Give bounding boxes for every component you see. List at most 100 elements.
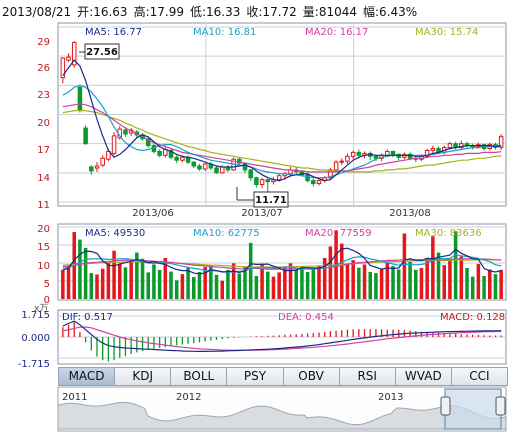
volume-bar xyxy=(374,273,378,299)
price-ma5-label: MA5: 16.77 xyxy=(85,27,142,38)
vol-ma5-label: MA5: 49530 xyxy=(85,228,145,239)
macd-dif-label: DIF: 0.517 xyxy=(62,312,113,323)
macd-tick-label: 0.000 xyxy=(21,333,50,344)
volume-bar xyxy=(112,250,116,299)
volume-bar xyxy=(186,267,190,299)
candle-body xyxy=(100,157,105,166)
macd-dea-label: DEA: 0.454 xyxy=(278,312,334,323)
volume-bar xyxy=(470,276,475,299)
volume-layer xyxy=(61,230,503,299)
volume-bar xyxy=(379,269,384,299)
quote-header: 2013/08/21 开:16.63 高:17.99 低:16.33 收:17.72 量:… xyxy=(2,3,423,20)
volume-bar xyxy=(357,267,361,299)
volume-bar xyxy=(231,263,236,299)
candle-body xyxy=(237,158,242,164)
price-tick-label: 11 xyxy=(37,200,50,211)
navigator-right-handle[interactable] xyxy=(495,396,506,416)
price-ma10-label: MA10: 16.81 xyxy=(193,27,256,38)
tab-psy[interactable]: PSY xyxy=(227,368,284,385)
volume-bar xyxy=(283,267,287,299)
navigator-left-handle[interactable] xyxy=(440,396,451,416)
candle-body xyxy=(350,151,356,157)
volume-bar xyxy=(465,268,469,299)
volume-bar xyxy=(288,263,293,299)
price-tick-label: 14 xyxy=(37,173,50,184)
volume-bar xyxy=(305,272,310,299)
volume-bar xyxy=(83,247,88,299)
price-tick-label: 29 xyxy=(37,37,50,48)
volume-bar xyxy=(448,260,452,299)
navigator-selection[interactable] xyxy=(444,388,502,430)
macd-dea-line xyxy=(62,326,502,351)
volume-bar xyxy=(351,260,355,299)
volume-bar xyxy=(146,272,150,299)
candle-body xyxy=(214,167,219,174)
volume-bar xyxy=(100,268,105,299)
volume-bar xyxy=(419,268,424,299)
candle-body xyxy=(276,175,282,181)
volume-bar xyxy=(493,274,498,299)
indicator-tabs: MACD KDJ BOLL PSY OBV RSI WVAD CCI xyxy=(58,367,508,386)
volume-bar xyxy=(226,269,230,299)
volume-bar xyxy=(300,265,304,299)
candle-body xyxy=(89,166,94,172)
quote-date: 2013/08/21 xyxy=(2,5,72,19)
price-tick-label: 20 xyxy=(37,118,50,129)
tab-kdj[interactable]: KDJ xyxy=(115,368,172,385)
candle-body xyxy=(94,165,100,169)
price-ma5-line xyxy=(62,59,502,182)
volume-bar xyxy=(180,274,185,299)
high-price-callout: 27.56 xyxy=(79,43,120,60)
volume-bar xyxy=(408,261,412,299)
vol-tick-label: 0 xyxy=(44,295,50,306)
volume-bar xyxy=(203,266,207,299)
candle-body xyxy=(191,161,197,167)
volume-bar xyxy=(61,269,65,299)
volume-bar xyxy=(169,271,173,299)
price-ma30-line xyxy=(62,109,502,173)
volume-bar xyxy=(174,280,179,299)
volume-bar xyxy=(123,267,128,299)
tab-macd[interactable]: MACD xyxy=(59,368,116,385)
low-price-callout: 11.71 xyxy=(236,187,289,208)
candle-body xyxy=(305,174,310,182)
volume-bar xyxy=(476,264,481,299)
vol-unit-label: x万 xyxy=(34,304,48,314)
volume-bar xyxy=(89,273,94,299)
candle-body xyxy=(498,136,504,148)
candle-body xyxy=(60,57,66,79)
volume-bar xyxy=(362,264,367,299)
volume-bar xyxy=(436,252,441,299)
candle-body xyxy=(339,160,345,163)
candle-body xyxy=(180,156,185,161)
candle-body xyxy=(248,169,253,179)
candle-body xyxy=(356,151,362,156)
volume-bar xyxy=(220,280,224,299)
tab-wvad[interactable]: WVAD xyxy=(396,368,452,385)
candle-body xyxy=(123,129,128,135)
macd-tick-label: 1.715 xyxy=(21,310,50,321)
volume-bar xyxy=(209,265,213,299)
tab-boll[interactable]: BOLL xyxy=(171,368,228,385)
volume-bar xyxy=(402,233,407,299)
macd-tick-label: -1.715 xyxy=(18,359,50,370)
volume-bar xyxy=(152,264,156,299)
tab-obv[interactable]: OBV xyxy=(284,368,340,385)
volume-bar xyxy=(163,257,168,299)
volume-bar xyxy=(345,263,350,299)
macd-layer xyxy=(62,320,502,362)
vol-ma20-label: MA20: 77559 xyxy=(305,228,372,239)
tab-rsi[interactable]: RSI xyxy=(340,368,396,385)
vol-tick-label: 5 xyxy=(44,279,50,290)
volume-bar xyxy=(277,272,281,299)
date-label: 2013/08 xyxy=(389,208,431,219)
candle-body xyxy=(174,156,179,161)
volume-bar xyxy=(135,252,139,299)
navigator-year-label: 2013 xyxy=(378,392,403,403)
tab-cci[interactable]: CCI xyxy=(469,369,490,383)
volume-bar xyxy=(459,256,464,299)
volume-bar xyxy=(431,236,435,299)
volume-bar xyxy=(118,263,122,299)
candle-body xyxy=(71,42,77,66)
